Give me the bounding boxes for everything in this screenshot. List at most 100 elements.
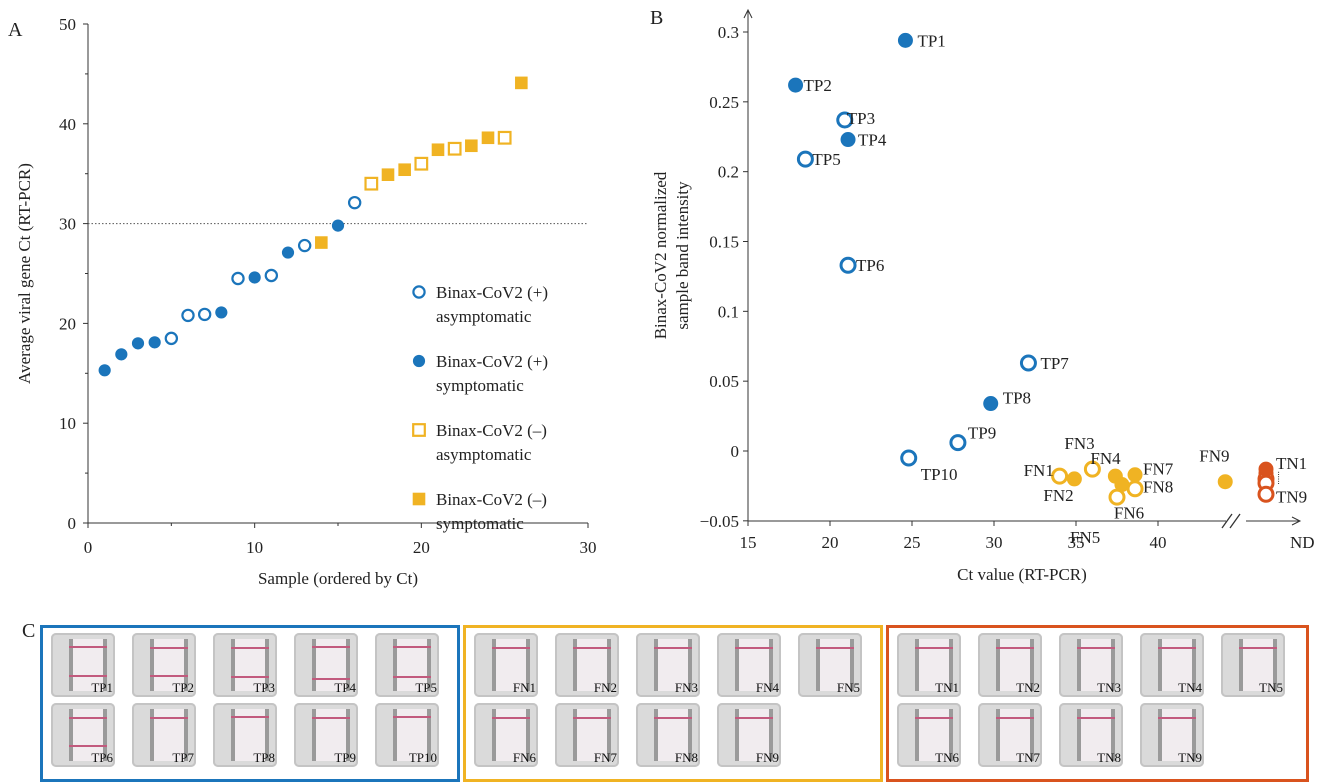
- b-point-label: FN9: [1199, 447, 1229, 466]
- a-y-axis-label: Average viral gene Ct (RT-PCR): [15, 163, 34, 384]
- b-point-tp3: [836, 111, 854, 129]
- b-point-label: FN8: [1143, 478, 1173, 497]
- b-x-tick-label: 35: [1068, 533, 1085, 552]
- b-point-label: FN2: [1043, 486, 1073, 505]
- b-y-tick-label: 0.05: [709, 372, 739, 391]
- strip-label: FN8: [674, 750, 698, 765]
- b-point-fn8: [1126, 480, 1144, 498]
- test-strip: TP8: [213, 703, 277, 767]
- a-x-tick-label: 0: [84, 538, 93, 557]
- b-x-tick-label: 30: [986, 533, 1003, 552]
- a-data-point: [148, 336, 161, 349]
- panel-c-test-strips: C TP1 TP2 TP3 TP4 TP5 TP6 TP7 TP8 TP9 TP10 FN1 FN2 F…: [0, 620, 1334, 782]
- a-data-point: [231, 271, 245, 286]
- a-data-point: [364, 176, 379, 191]
- a-legend-label: Binax-CoV2 (–): [436, 421, 547, 440]
- b-y-axis-label: sample band intensity: [673, 181, 692, 330]
- strip-group-false-negative: FN1 FN2 FN3 FN4 FN5 FN6 FN7 FN8 FN9: [463, 625, 883, 782]
- test-strip: TP7: [132, 703, 196, 767]
- strip-label: TP1: [91, 680, 113, 695]
- chart-a-ct-by-sample: 0 10 20 30 40 50 0 10 20 30 Sample (ordered by Ct)…: [15, 15, 597, 588]
- b-point-tp5: [796, 150, 814, 168]
- a-data-point: [515, 76, 528, 90]
- b-point-fn2: [1066, 471, 1082, 487]
- a-data-point: [164, 331, 179, 346]
- test-strip: TP2: [132, 633, 196, 697]
- b-point-label: TN1: [1276, 454, 1307, 473]
- strip-label: TP10: [408, 750, 437, 765]
- a-data-point: [331, 219, 345, 232]
- strip-label: FN2: [593, 680, 617, 695]
- a-x-tick-label: 20: [413, 538, 430, 557]
- a-y-tick-label: 50: [59, 15, 76, 34]
- a-data-point: [347, 195, 362, 210]
- b-x-axis-label: Ct value (RT-PCR): [957, 565, 1087, 584]
- b-x-tick-label: 25: [904, 533, 921, 552]
- test-strip: TP5: [375, 633, 439, 697]
- b-point-label: TP9: [968, 424, 996, 443]
- b-point-tn1: [1258, 461, 1274, 477]
- strip-label: TN5: [1259, 680, 1283, 695]
- test-strip: TP6: [51, 703, 115, 767]
- strip-label: TP2: [172, 680, 194, 695]
- a-legend-label: asymptomatic: [436, 445, 532, 464]
- b-point-fn3: [1083, 460, 1101, 478]
- strip-label: FN6: [512, 750, 536, 765]
- b-tn-dotted-guide: ......: [1276, 471, 1286, 485]
- a-data-point: [115, 348, 128, 361]
- b-point-label: FN1: [1024, 461, 1054, 480]
- b-y-axis-arrow: [743, 8, 753, 19]
- a-data-point: [481, 131, 495, 145]
- test-strip: FN5: [798, 633, 862, 697]
- b-y-tick-label: −0.05: [700, 512, 739, 531]
- b-point-label: TP2: [804, 76, 832, 95]
- test-strip: FN6: [474, 703, 538, 767]
- b-x-tick-label: 20: [822, 533, 839, 552]
- b-point-label: FN7: [1143, 460, 1174, 479]
- b-point-tp6: [839, 256, 857, 274]
- a-data-point: [447, 141, 462, 156]
- test-strip: TN9: [1140, 703, 1204, 767]
- a-data-point: [431, 143, 445, 157]
- b-point-tp9: [949, 434, 967, 452]
- a-y-tick-label: 0: [68, 514, 77, 533]
- test-strip: FN2: [555, 633, 619, 697]
- panel-c-letter: C: [22, 620, 36, 642]
- test-strip: TN3: [1059, 633, 1123, 697]
- b-point-tp10: [900, 449, 918, 467]
- a-legend-marker: [412, 423, 426, 437]
- strip-label: TN6: [935, 750, 959, 765]
- a-legend-label: Binax-CoV2 (+): [436, 283, 548, 302]
- a-data-point: [315, 236, 328, 249]
- strip-label: TN9: [1178, 750, 1202, 765]
- b-point-fn1: [1051, 467, 1069, 485]
- strip-label: TP8: [253, 750, 275, 765]
- strip-label: TP7: [172, 750, 194, 765]
- a-y-tick-label: 40: [59, 115, 76, 134]
- b-x-tick-label: 40: [1150, 533, 1167, 552]
- test-strip: TN6: [897, 703, 961, 767]
- b-point-label: TP4: [858, 131, 887, 150]
- a-x-tick-label: 30: [580, 538, 597, 557]
- a-legend-label: asymptomatic: [436, 307, 532, 326]
- strip-label: TN3: [1097, 680, 1121, 695]
- test-strip: FN1: [474, 633, 538, 697]
- a-legend-label: Binax-CoV2 (+): [436, 352, 548, 371]
- test-strip: TP10: [375, 703, 439, 767]
- b-axis-break-mark: [1229, 513, 1241, 529]
- b-point-label: TP7: [1040, 354, 1069, 373]
- test-strip: TP3: [213, 633, 277, 697]
- a-data-point: [497, 130, 512, 145]
- b-point-fn5: [1108, 488, 1126, 506]
- strip-label: FN5: [836, 680, 860, 695]
- a-x-tick-label: 10: [246, 538, 263, 557]
- test-strip: TP1: [51, 633, 115, 697]
- a-legend-marker: [412, 285, 426, 299]
- test-strip: TP4: [294, 633, 358, 697]
- test-strip: FN9: [717, 703, 781, 767]
- b-y-tick-label: 0.1: [718, 302, 739, 321]
- test-strip: TP9: [294, 703, 358, 767]
- a-legend-label: symptomatic: [436, 514, 524, 533]
- strip-label: FN1: [512, 680, 536, 695]
- b-axis-break-mark: [1221, 513, 1233, 529]
